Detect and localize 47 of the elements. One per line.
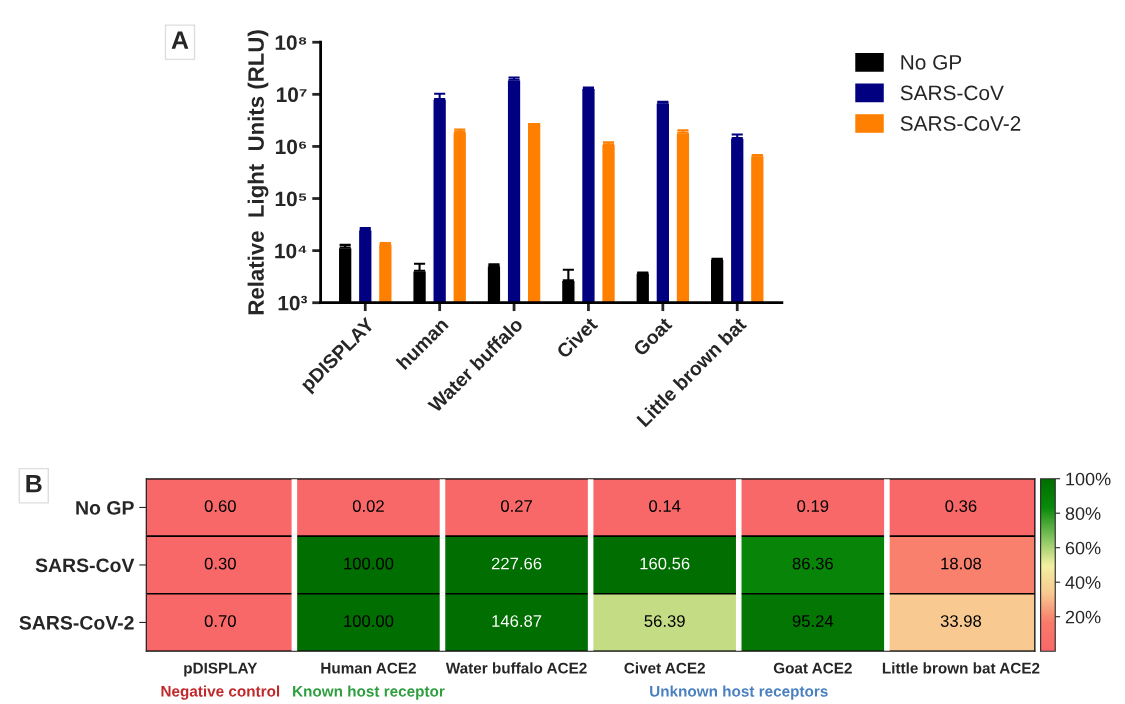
data-label: 0.19 bbox=[797, 500, 829, 512]
text: Known host receptor bbox=[293, 685, 445, 700]
y-tick-label: 10³ bbox=[278, 295, 307, 311]
legend-label: SARS-CoV bbox=[900, 85, 1004, 101]
data-label: 100.00 bbox=[344, 557, 394, 570]
color-bar-label: 40% bbox=[1065, 576, 1101, 589]
chart-title: A bbox=[171, 31, 189, 49]
data-label: 0.02 bbox=[352, 500, 384, 512]
data-label: 0.14 bbox=[649, 500, 681, 512]
chart-title: B bbox=[26, 475, 42, 493]
legend-label: SARS-CoV-2 bbox=[900, 116, 1021, 131]
data-label: 18.08 bbox=[941, 557, 982, 570]
data-label: 160.56 bbox=[640, 557, 690, 570]
text: Negative control bbox=[161, 685, 280, 700]
color-bar-label: 80% bbox=[1065, 507, 1101, 520]
data-label: 227.66 bbox=[491, 557, 542, 570]
text: Unknown host receptors bbox=[650, 685, 828, 700]
data-label: 0.70 bbox=[204, 615, 236, 627]
y-tick-label: 10⁸ bbox=[275, 35, 307, 50]
y-tick-label: 10⁴ bbox=[275, 243, 307, 259]
data-label: 95.24 bbox=[792, 615, 834, 627]
y-tick-label: 10⁷ bbox=[276, 87, 307, 103]
data-label: 0.30 bbox=[204, 557, 236, 570]
x-tick-label: Goat ACE2 bbox=[773, 662, 852, 674]
data-label: 0.60 bbox=[204, 500, 236, 512]
y-tick-label: 10⁶ bbox=[275, 139, 307, 155]
y-tick-label: SARS-CoV-2 bbox=[19, 615, 134, 630]
data-label: 56.39 bbox=[644, 615, 685, 627]
y-axis-title: Relative Light Units (RLU) bbox=[247, 30, 269, 315]
data-label: 0.36 bbox=[945, 500, 977, 512]
x-tick-label: pDISPLAY bbox=[184, 662, 258, 677]
data-label: 33.98 bbox=[940, 615, 982, 627]
color-bar-label: 20% bbox=[1065, 610, 1101, 624]
x-tick-label: Water buffalo ACE2 bbox=[445, 662, 587, 674]
x-tick-label: Civet ACE2 bbox=[624, 662, 705, 674]
data-label: 146.87 bbox=[492, 615, 542, 627]
x-tick-label: Little brown bat ACE2 bbox=[882, 662, 1040, 674]
y-tick-label: 10⁵ bbox=[275, 191, 307, 207]
y-tick-label: No GP bbox=[76, 500, 134, 515]
color-bar-label: 60% bbox=[1065, 541, 1101, 555]
x-tick-label: Human ACE2 bbox=[321, 662, 416, 674]
y-tick-label: SARS-CoV bbox=[35, 558, 135, 573]
color-bar-label: 100% bbox=[1066, 472, 1111, 486]
data-label: 0.27 bbox=[501, 500, 532, 512]
data-label: 86.36 bbox=[792, 557, 833, 570]
legend-label: No GP bbox=[901, 54, 962, 70]
data-label: 100.00 bbox=[344, 615, 394, 627]
